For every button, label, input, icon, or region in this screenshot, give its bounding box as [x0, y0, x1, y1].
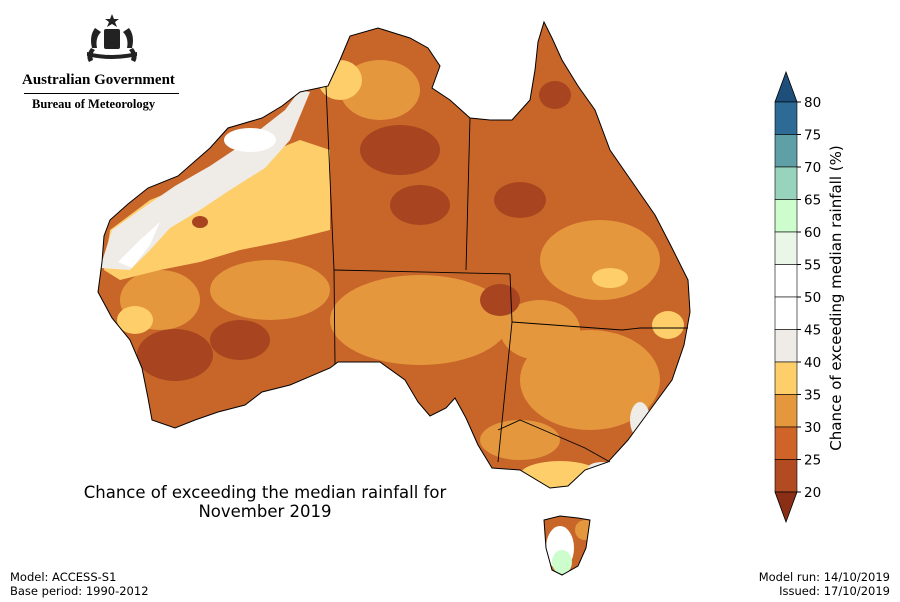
government-name: Australian Government [22, 72, 175, 88]
colorbar-tick-label: 25 [804, 453, 821, 469]
colorbar-title: Chance of exceeding median rainfall (%) [827, 145, 845, 450]
colorbar-tick-label: 60 [804, 225, 821, 241]
government-logo: Australian Government Bureau of Meteorol… [22, 10, 182, 115]
colorbar-tick-label: 65 [804, 193, 821, 209]
colorbar-tick-label: 80 [804, 95, 821, 111]
colorbar: 80 75 70 65 60 55 50 45 40 35 30 25 20 [774, 70, 821, 524]
colorbar-tick-label: 55 [804, 258, 821, 274]
logo-divider [24, 93, 179, 94]
mainland-coastline [97, 20, 691, 489]
colorbar-segment [774, 329, 798, 363]
colorbar-segment [774, 231, 798, 265]
map-title-line2: November 2019 [198, 502, 332, 521]
colorbar-tick-label: 20 [804, 485, 821, 501]
colorbar-segment [774, 199, 798, 233]
footer-left: Model: ACCESS-S1 Base period: 1990-2012 [10, 570, 149, 598]
colorbar-segment [774, 426, 798, 460]
colorbar-over-triangle [774, 70, 798, 103]
map-title: Chance of exceeding the median rainfall … [40, 483, 490, 521]
colorbar-under-triangle [774, 491, 798, 524]
colorbar-tick-label: 30 [804, 420, 821, 436]
colorbar-tick-label: 75 [804, 128, 821, 144]
coat-of-arms-icon [87, 14, 137, 62]
issued-label: Issued: 17/10/2019 [779, 584, 890, 598]
map-title-line1: Chance of exceeding the median rainfall … [83, 483, 447, 502]
colorbar-segment [774, 361, 798, 395]
colorbar-segment [774, 134, 798, 168]
colorbar-segment [774, 296, 798, 330]
model-run-label: Model run: 14/10/2019 [758, 570, 890, 584]
model-label: Model: ACCESS-S1 [10, 570, 117, 584]
colorbar-segment [774, 394, 798, 428]
base-period-label: Base period: 1990-2012 [10, 584, 149, 598]
tasmania-coastline [543, 515, 591, 576]
tasmania-shading [544, 516, 590, 575]
colorbar-segment [774, 459, 798, 493]
footer-right: Model run: 14/10/2019 Issued: 17/10/2019 [759, 570, 890, 598]
colorbar-segment [774, 264, 798, 298]
colorbar-tick-label: 40 [804, 355, 821, 371]
colorbar-segment [774, 101, 798, 135]
colorbar-tick-label: 70 [804, 160, 821, 176]
colorbar-tick-label: 50 [804, 290, 821, 306]
state-borders [325, 85, 688, 463]
colorbar-tick-label: 35 [804, 388, 821, 404]
colorbar-tick-label: 45 [804, 323, 821, 339]
colorbar-segment [774, 166, 798, 200]
agency-name: Bureau of Meteorology [32, 97, 156, 111]
